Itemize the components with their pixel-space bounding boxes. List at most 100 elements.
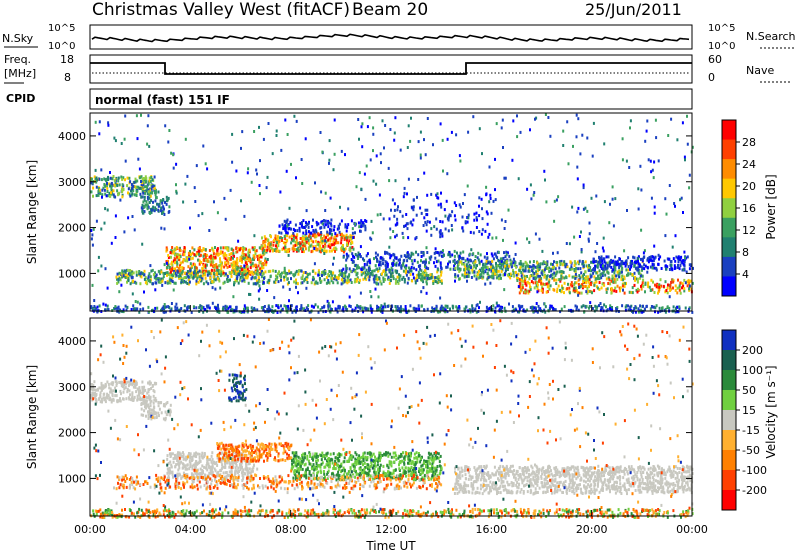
echo-cell (659, 278, 662, 282)
echo-cell (467, 130, 470, 134)
echo-cell (461, 262, 463, 266)
echo-cell (283, 278, 286, 282)
echo-cell (175, 253, 178, 257)
echo-cell (481, 228, 484, 232)
echo-cell (391, 263, 394, 267)
echo-cell (327, 301, 330, 305)
echo-cell (402, 236, 405, 240)
echo-cell (261, 270, 263, 273)
echo-cell (500, 218, 503, 222)
echo-cell (178, 266, 180, 270)
echo-cell (487, 276, 490, 279)
echo-cell (332, 168, 335, 172)
echo-cell (668, 268, 671, 271)
echo-cell (169, 267, 172, 271)
echo-cell (588, 285, 590, 289)
echo-cell (177, 460, 180, 464)
echo-cell (516, 276, 518, 280)
echo-cell (242, 257, 245, 261)
echo-cell (516, 135, 519, 139)
echo-cell (296, 233, 299, 237)
echo-cell (344, 153, 346, 157)
echo-cell (317, 269, 320, 273)
echo-cell (292, 244, 295, 248)
echo-cell (345, 252, 348, 256)
echo-cell (241, 275, 244, 279)
echo-cell (566, 287, 569, 291)
echo-cell (357, 251, 360, 255)
echo-cell (298, 229, 301, 233)
echo-cell (623, 249, 626, 253)
echo-cell (148, 407, 151, 411)
echo-cell (312, 240, 315, 244)
echo-cell (393, 202, 396, 206)
echo-cell (395, 256, 398, 260)
echo-cell (131, 272, 134, 276)
echo-cell (511, 305, 514, 309)
echo-cell (294, 307, 297, 310)
echo-cell (540, 277, 543, 280)
echo-cell (142, 307, 145, 311)
echo-cell (94, 179, 97, 183)
echo-cell (653, 305, 655, 309)
echo-cell (131, 392, 134, 396)
echo-cell (265, 260, 268, 264)
echo-cell (396, 280, 399, 284)
echo-cell (98, 132, 101, 136)
echo-cell (688, 173, 691, 177)
echo-cell (324, 239, 327, 243)
echo-cell (515, 265, 518, 269)
echo-cell (382, 307, 385, 311)
echo-cell (404, 271, 407, 275)
echo-cell (170, 255, 172, 259)
echo-cell (674, 288, 677, 292)
echo-cell (536, 281, 538, 285)
echo-cell (678, 305, 681, 309)
echo-cell (515, 273, 518, 277)
echo-cell (413, 307, 416, 311)
echo-cell (211, 280, 214, 283)
echo-cell (580, 271, 583, 275)
echo-cell (172, 251, 175, 255)
echo-cell (214, 246, 216, 249)
echo-cell (237, 474, 240, 478)
echo-cell (532, 266, 535, 270)
echo-cell (491, 259, 494, 263)
echo-cell (146, 203, 149, 207)
echo-cell (136, 300, 139, 304)
echo-cell (92, 383, 95, 387)
echo-cell (440, 270, 443, 274)
echo-cell (304, 247, 307, 251)
echo-cell (153, 398, 156, 402)
echo-cell (600, 286, 603, 290)
echo-cell (488, 232, 491, 236)
echo-cell (188, 280, 191, 284)
echo-cell (254, 252, 257, 256)
echo-cell (430, 255, 433, 259)
echo-cell (476, 273, 479, 276)
echo-cell (652, 280, 654, 284)
echo-cell (244, 274, 247, 277)
echo-cell (444, 214, 447, 218)
echo-cell (398, 278, 401, 282)
echo-cell (558, 260, 561, 264)
echo-cell (116, 189, 119, 193)
echo-cell (326, 299, 329, 303)
echo-cell (165, 271, 168, 275)
echo-cell (235, 247, 238, 250)
echo-cell (440, 279, 443, 283)
echo-cell (290, 241, 293, 245)
echo-cell (683, 287, 686, 291)
echo-cell (417, 270, 420, 274)
echo-cell (553, 199, 556, 203)
echo-cell (452, 259, 455, 263)
echo-cell (244, 306, 247, 310)
echo-cell (636, 266, 639, 270)
echo-cell (128, 389, 131, 393)
echo-cell (101, 195, 103, 199)
echo-cell (421, 278, 424, 282)
echo-cell (455, 305, 458, 309)
echo-cell (120, 188, 123, 192)
echo-cell (630, 304, 633, 308)
echo-cell (95, 194, 98, 198)
